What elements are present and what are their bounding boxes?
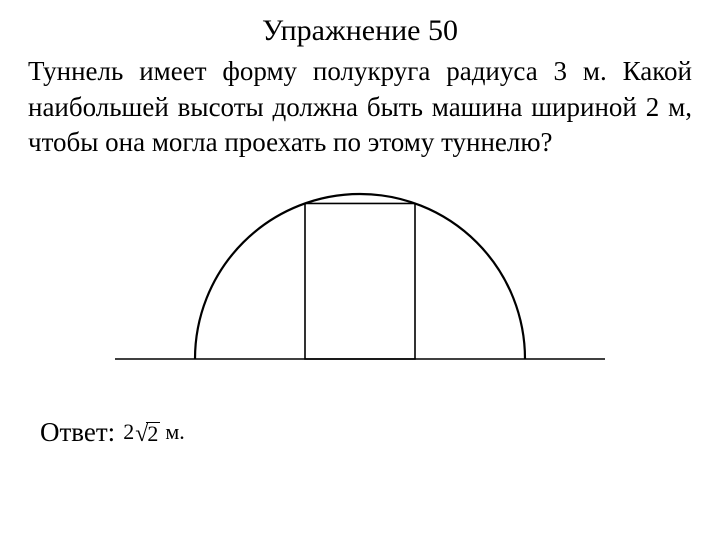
sqrt-expression: √ 2: [135, 420, 160, 444]
problem-statement: Туннель имеет форму полукруга радиуса 3 …: [28, 54, 692, 161]
answer-row: Ответ: 2 √ 2 м.: [40, 417, 692, 448]
answer-label: Ответ:: [40, 417, 115, 448]
semicircle-arc: [195, 194, 525, 359]
vehicle-rect: [305, 203, 415, 359]
answer-value: 2 √ 2 м.: [123, 419, 185, 445]
sqrt-radicand: 2: [146, 422, 160, 445]
figure-container: [28, 179, 692, 389]
answer-unit: м.: [165, 419, 184, 445]
exercise-page: Упражнение 50 Туннель имеет форму полукр…: [0, 0, 720, 540]
tunnel-figure: [100, 179, 620, 389]
exercise-title: Упражнение 50: [28, 14, 692, 48]
answer-coef: 2: [123, 419, 134, 445]
